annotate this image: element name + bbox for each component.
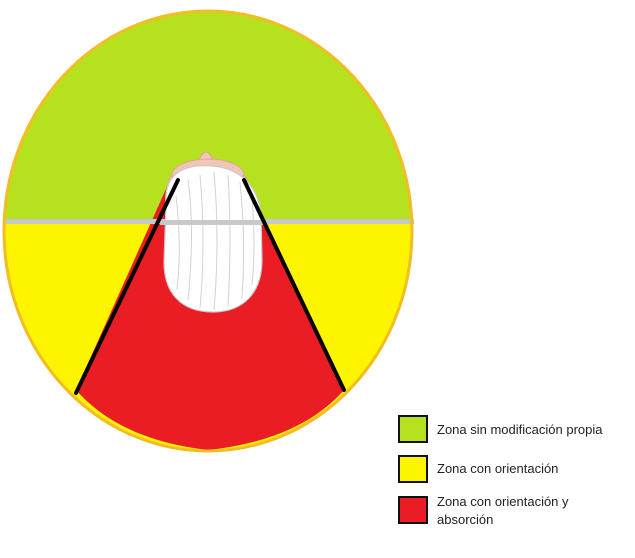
head-top-view xyxy=(163,151,263,313)
legend-item-no-modification: Zona sin modificación propia xyxy=(398,415,617,443)
boundary-line-right xyxy=(242,178,346,392)
head-divider xyxy=(160,220,264,225)
zone-orientation-absorption-bottom xyxy=(76,390,344,450)
legend-label: Zona con orientación y absorción xyxy=(437,494,569,527)
hair xyxy=(163,165,263,313)
circle-outline xyxy=(2,9,414,453)
legend-swatch-yellow xyxy=(398,455,428,483)
legend-item-orientation-absorption: Zona con orientación y absorción xyxy=(398,494,617,529)
boundary-line-left xyxy=(74,178,180,395)
legend-item-orientation: Zona con orientación xyxy=(398,455,617,483)
hair-strands xyxy=(175,171,255,311)
legend-label: Zona sin modificación propia xyxy=(437,422,603,437)
legend-swatch-green xyxy=(398,415,428,443)
legend-label: Zona con orientación xyxy=(437,461,559,476)
legend-swatch-red xyxy=(398,496,428,524)
